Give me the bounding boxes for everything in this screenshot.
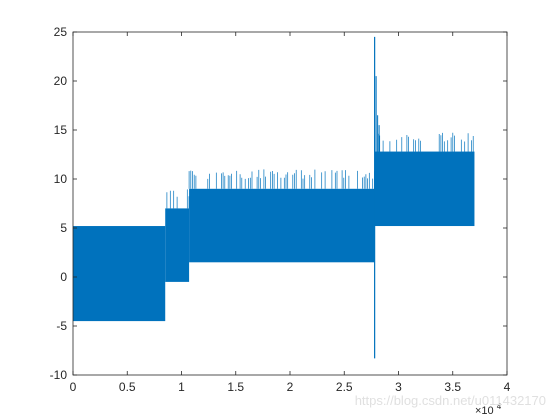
watermark-text: https://blog.csdn.net/u011432170: [355, 393, 546, 408]
y-tick-label: 5: [60, 221, 67, 235]
x-tick-label: 1: [178, 380, 185, 394]
x-tick-label: 2: [287, 380, 294, 394]
y-tick-label: 0: [60, 270, 67, 284]
x-tick-label: 2.5: [336, 380, 353, 394]
x-exponent-base: ×10: [475, 405, 494, 417]
y-tick-label: -5: [56, 319, 67, 333]
x-tick-label: 3.5: [444, 380, 461, 394]
y-tick-label: 10: [54, 172, 68, 186]
series-spike-tail: [375, 76, 380, 170]
y-tick-label: 20: [54, 74, 68, 88]
x-tick-label: 3: [395, 380, 402, 394]
x-tick-label: 1.5: [227, 380, 244, 394]
x-exponent-power: 4: [497, 402, 502, 411]
series-oscillation-1: [166, 189, 190, 209]
x-exponent-label: ×10 4: [475, 402, 502, 417]
x-tick-label: 4: [504, 380, 511, 394]
series-band-2: [189, 188, 375, 263]
y-tick-label: 15: [54, 123, 68, 137]
series-oscillation-2: [188, 169, 375, 189]
y-tick-label: 25: [54, 25, 68, 39]
series-band-0: [73, 226, 166, 322]
series-band-1: [165, 208, 190, 282]
ticks-layer: 0 0.5 1 1.5 2 2.5 3 3.5 4 -10 -5 0 5 10 15 20 25: [50, 25, 511, 394]
x-tick-label: 0.5: [119, 380, 136, 394]
series-band-3: [374, 151, 475, 227]
series-layer: [73, 36, 475, 359]
y-tick-label: -10: [50, 368, 68, 382]
x-tick-label: 0: [70, 380, 77, 394]
